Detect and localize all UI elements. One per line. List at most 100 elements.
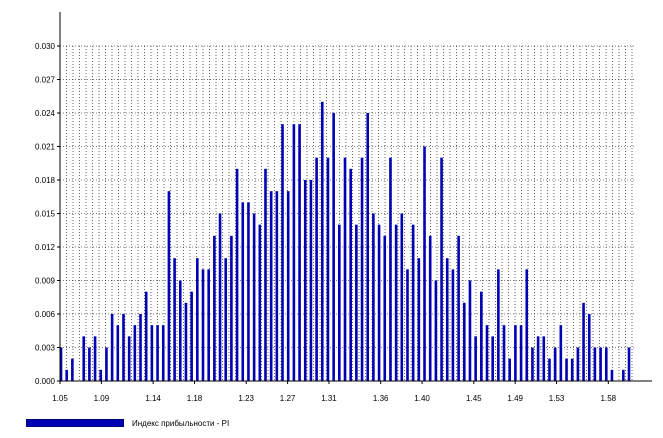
histogram-bar: [196, 258, 199, 381]
histogram-bar: [326, 157, 330, 381]
histogram-bar: [349, 168, 352, 381]
histogram-bar: [127, 336, 131, 381]
x-tick-label: 1.14: [145, 394, 161, 403]
x-tick-label: 1.23: [238, 394, 254, 403]
histogram-bar: [627, 347, 631, 381]
histogram-bar: [167, 191, 171, 381]
histogram-bar: [332, 113, 335, 381]
histogram-bar: [389, 157, 392, 381]
y-tick-label: 0.006: [35, 310, 56, 319]
y-tick-label: 0.018: [35, 176, 56, 185]
histogram-bar: [525, 269, 529, 381]
histogram-bar: [207, 269, 210, 381]
histogram-bar: [440, 157, 443, 381]
histogram-bar: [502, 325, 506, 381]
y-tick-label: 0.027: [35, 76, 56, 85]
histogram-bar: [485, 325, 489, 381]
legend-swatch: [26, 419, 124, 427]
histogram-bar: [303, 180, 307, 381]
y-tick-label: 0.012: [35, 243, 56, 252]
histogram-bar: [372, 213, 375, 381]
histogram-bar: [570, 358, 574, 381]
histogram-bar: [178, 280, 182, 381]
histogram-bar: [553, 347, 557, 381]
histogram-bar: [355, 224, 358, 381]
histogram-bar: [241, 202, 245, 381]
histogram-bar: [184, 302, 188, 381]
histogram-bar: [122, 314, 125, 381]
histogram-bar: [230, 235, 233, 381]
histogram-bar: [622, 369, 625, 381]
histogram-bar: [258, 224, 262, 381]
histogram-bar: [309, 180, 313, 381]
histogram-bar: [417, 258, 421, 381]
histogram-bar: [292, 124, 296, 382]
histogram-bar: [315, 157, 318, 381]
histogram-bar: [576, 347, 580, 381]
histogram-bar: [213, 235, 216, 381]
histogram-bar: [116, 325, 120, 381]
histogram-bar: [360, 157, 364, 381]
x-tick-label: 1.45: [466, 394, 482, 403]
histogram-bar: [394, 224, 398, 381]
histogram-bar: [383, 235, 387, 381]
histogram-bar: [93, 336, 97, 381]
x-tick-label: 1.09: [94, 394, 110, 403]
histogram-bar: [65, 369, 68, 381]
x-tick-label: 1.49: [507, 394, 523, 403]
histogram-bar: [559, 325, 563, 381]
histogram-bar: [190, 291, 193, 381]
histogram-bar: [474, 336, 477, 381]
y-tick-label: 0.024: [35, 109, 56, 118]
histogram-bar: [286, 191, 290, 381]
histogram-bar: [269, 191, 273, 381]
histogram-bar: [320, 101, 324, 381]
histogram-bar: [531, 347, 534, 381]
histogram-bar: [173, 258, 176, 381]
histogram-bar: [400, 213, 404, 381]
histogram-bar: [281, 124, 284, 382]
histogram-bar: [105, 347, 108, 381]
histogram-bar: [508, 358, 512, 381]
histogram-bar: [99, 369, 103, 381]
histogram-bar: [144, 291, 148, 381]
histogram-bar: [468, 280, 472, 381]
bar-series: [59, 101, 631, 382]
histogram-bar: [491, 336, 494, 381]
legend: Индекс прибыльности - PI: [26, 418, 229, 428]
histogram-bar: [406, 269, 409, 381]
histogram-bar: [548, 358, 551, 381]
x-tick-label: 1.40: [414, 394, 430, 403]
histogram-bar: [514, 325, 517, 381]
histogram-bar: [434, 280, 438, 381]
histogram-bar: [150, 325, 154, 381]
histogram-bar: [411, 224, 415, 381]
histogram-bar: [201, 269, 205, 381]
x-axis-tick-labels: 1.05 1.09 1.14 1.18 1.23 1.27 1.31 1.36 1.40 1.45…: [52, 381, 617, 403]
y-tick-label: 0.009: [35, 277, 56, 286]
histogram-bar: [71, 358, 74, 381]
histogram-bar: [480, 291, 483, 381]
histogram-bar: [156, 325, 159, 381]
histogram-bar: [247, 202, 250, 381]
histogram-bar: [366, 113, 370, 381]
histogram-bar: [587, 314, 591, 381]
histogram-bar: [377, 224, 381, 381]
histogram-bar: [252, 213, 256, 381]
histogram-bar: [462, 302, 466, 381]
histogram-bar: [565, 358, 568, 381]
histogram-bar: [445, 258, 449, 381]
histogram-bar: [59, 347, 63, 381]
histogram-bar: [133, 325, 137, 381]
x-tick-label: 1.18: [187, 394, 203, 403]
x-tick-label: 1.53: [549, 394, 565, 403]
histogram-bar: [88, 347, 91, 381]
histogram-bar: [428, 235, 432, 381]
histogram-bar: [338, 224, 341, 381]
histogram-bar: [264, 168, 267, 381]
axes: [59, 12, 652, 382]
histogram-bar: [582, 302, 585, 381]
histogram-bar: [536, 336, 540, 381]
histogram-bar: [161, 325, 165, 381]
